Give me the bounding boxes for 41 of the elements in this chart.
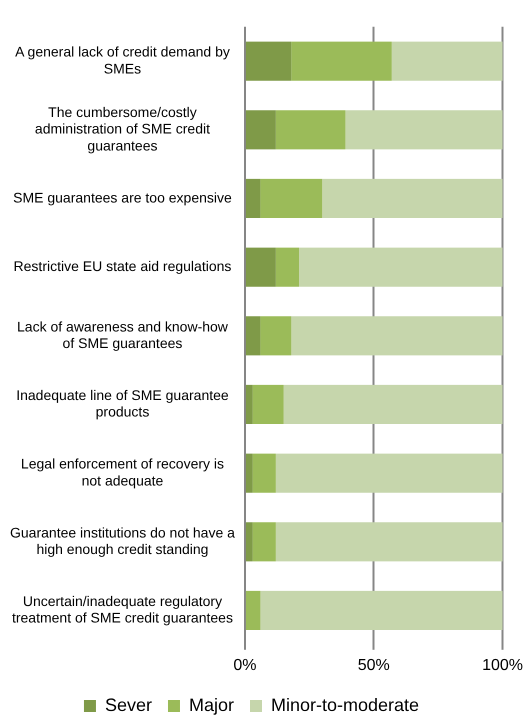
y-tick-label: A general lack of credit demand by SMEs bbox=[15, 44, 230, 76]
bar bbox=[276, 454, 503, 493]
bar bbox=[246, 42, 292, 81]
bar bbox=[252, 522, 276, 562]
bar bbox=[392, 42, 503, 81]
legend-label: Sever bbox=[104, 694, 152, 715]
bar bbox=[260, 316, 292, 356]
bar bbox=[284, 384, 503, 424]
y-tick-label: Lack of awareness and know-how of SME guarantees bbox=[17, 318, 229, 352]
bar bbox=[322, 178, 503, 218]
y-tick-label: Legal enforcement of recovery is not adequate bbox=[20, 456, 224, 488]
bar bbox=[276, 522, 503, 562]
y-tick-label: Guarantee institutions do not have a high enough credit standing bbox=[10, 524, 236, 558]
bar bbox=[276, 248, 300, 287]
bar bbox=[246, 248, 276, 287]
bar bbox=[246, 522, 253, 562]
y-tick-label: The cumbersome/costly administration of SME credit guarantees bbox=[34, 104, 210, 154]
x-tick-label: 100% bbox=[482, 656, 523, 674]
bar bbox=[246, 454, 253, 493]
y-tick-label: Restrictive EU state aid regulations bbox=[14, 258, 232, 274]
bar bbox=[260, 178, 322, 218]
bar bbox=[345, 110, 503, 150]
bar bbox=[252, 384, 284, 424]
bar bbox=[276, 110, 346, 150]
bar bbox=[299, 248, 503, 287]
bar bbox=[246, 178, 260, 218]
bar bbox=[246, 110, 276, 150]
bar bbox=[246, 316, 260, 356]
legend-label: Minor-to-moderate bbox=[270, 694, 420, 715]
y-tick-label: Inadequate line of SME guarantee products bbox=[16, 386, 229, 420]
x-tick-label: 50% bbox=[358, 656, 390, 674]
bar bbox=[291, 316, 503, 356]
bar bbox=[246, 590, 260, 630]
bar bbox=[252, 454, 276, 493]
bar bbox=[291, 42, 392, 81]
y-tick-label: SME guarantees are too expensive bbox=[13, 189, 232, 206]
y-tick-label: Uncertain/inadequate regulatory treatment of SME credit guarantees bbox=[12, 592, 233, 626]
legend-label: Major bbox=[188, 694, 234, 715]
bar bbox=[246, 384, 253, 424]
bar bbox=[260, 590, 503, 630]
x-tick-label: 0% bbox=[233, 656, 256, 674]
